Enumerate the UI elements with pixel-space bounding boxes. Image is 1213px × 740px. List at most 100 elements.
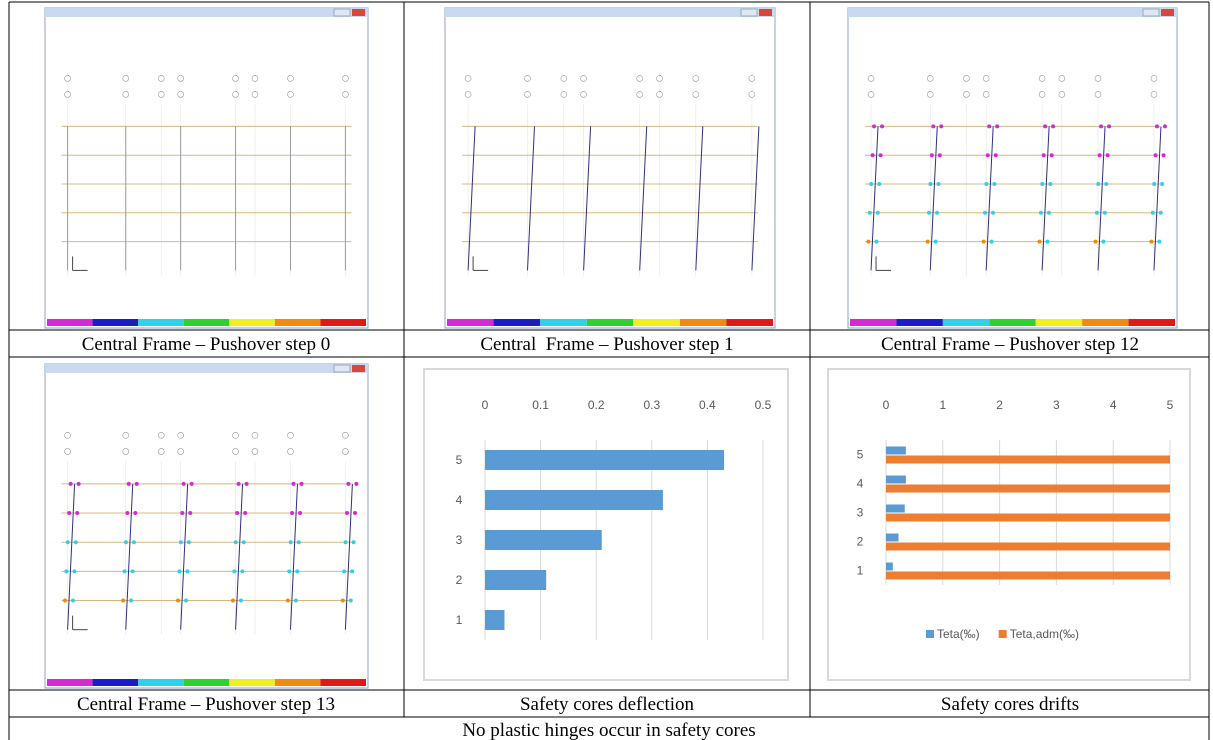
hinge (877, 182, 881, 186)
hinge (354, 482, 358, 486)
title-bar (45, 8, 368, 17)
hinge (187, 540, 191, 544)
hinge (1038, 240, 1042, 244)
hinge (295, 569, 299, 573)
hinge (1048, 182, 1052, 186)
hinge (991, 211, 995, 215)
legend-strip (93, 319, 139, 326)
bar (485, 450, 724, 470)
hinge (1157, 240, 1161, 244)
hinge (235, 511, 239, 515)
x-tick-label: 0.2 (588, 398, 605, 412)
hinge (188, 511, 192, 515)
legend-strip (47, 679, 93, 686)
legend-strip (320, 319, 366, 326)
hinge (1163, 124, 1167, 128)
hinge (74, 540, 78, 544)
hinge (1042, 153, 1046, 157)
hinge (350, 569, 354, 573)
hinge (177, 569, 181, 573)
hinge (938, 153, 942, 157)
bar (886, 505, 905, 513)
legend-strip (896, 319, 942, 326)
bar (485, 530, 602, 550)
legend-strip (1036, 319, 1082, 326)
hinge (871, 153, 875, 157)
hinge (1040, 182, 1044, 186)
legend-strip (138, 679, 184, 686)
x-tick-label: 0.4 (699, 398, 716, 412)
y-tick-label: 2 (456, 573, 463, 587)
hinge (1103, 211, 1107, 215)
window-button (1143, 9, 1159, 16)
hinge (1039, 211, 1043, 215)
hinge (180, 511, 184, 515)
hinge (298, 511, 302, 515)
caption: Central Frame – Pushover step 12 (881, 334, 1139, 355)
bar (485, 570, 546, 590)
close-button (352, 9, 365, 16)
y-tick-label: 3 (857, 506, 864, 520)
hinge (341, 599, 345, 603)
x-tick-label: 0 (883, 398, 890, 412)
title-bar (848, 8, 1177, 17)
window (45, 8, 368, 328)
window-button (334, 365, 350, 372)
hinge (934, 240, 938, 244)
x-tick-label: 0.5 (755, 398, 772, 412)
caption: Central Frame – Pushover step 0 (82, 334, 331, 355)
hinge (1154, 153, 1158, 157)
x-tick-label: 5 (1167, 398, 1174, 412)
bar (485, 610, 504, 630)
legend-label: Teta(‰) (937, 627, 980, 641)
hinge (868, 211, 872, 215)
legend-strip (229, 319, 275, 326)
hinge (289, 540, 293, 544)
hinge (936, 182, 940, 186)
hinge (286, 599, 290, 603)
hinge (353, 511, 357, 515)
legend-strip (494, 319, 541, 326)
legend-strip (680, 319, 727, 326)
hinge (1107, 124, 1111, 128)
hinge (132, 540, 136, 544)
legend-strip (447, 319, 494, 326)
hinge (299, 482, 303, 486)
hinge (123, 569, 127, 573)
hinge (345, 511, 349, 515)
hinge (1095, 211, 1099, 215)
page: Central Frame – Pushover step 0 Central … (0, 0, 1213, 740)
legend-swatch (926, 630, 934, 638)
y-tick-label: 3 (456, 533, 463, 547)
x-tick-label: 1 (939, 398, 946, 412)
legend-strip (726, 319, 773, 326)
hinge (928, 182, 932, 186)
hinge (1160, 182, 1164, 186)
hinge (1099, 124, 1103, 128)
hinge (986, 153, 990, 157)
legend-strip (229, 679, 275, 686)
hinge (1149, 240, 1153, 244)
hinge (232, 569, 236, 573)
hinge (67, 511, 71, 515)
legend-strip (540, 319, 587, 326)
caption: Safety cores drifts (941, 694, 1079, 715)
hinge (874, 240, 878, 244)
hinge (72, 569, 76, 573)
window-button (334, 9, 350, 16)
close-button (352, 365, 365, 372)
hinge (69, 482, 73, 486)
title-bar (445, 8, 775, 17)
hinge (342, 569, 346, 573)
x-tick-label: 4 (1110, 398, 1117, 412)
hinge (133, 511, 137, 515)
hinge (63, 599, 67, 603)
legend-strip (275, 679, 321, 686)
legend-strip (184, 679, 230, 686)
legend-strip (320, 679, 366, 686)
hinge (75, 511, 79, 515)
legend-strip (93, 679, 139, 686)
window (445, 8, 775, 328)
hinge (1047, 211, 1051, 215)
legend-label: Teta,adm(‰) (1010, 627, 1079, 641)
